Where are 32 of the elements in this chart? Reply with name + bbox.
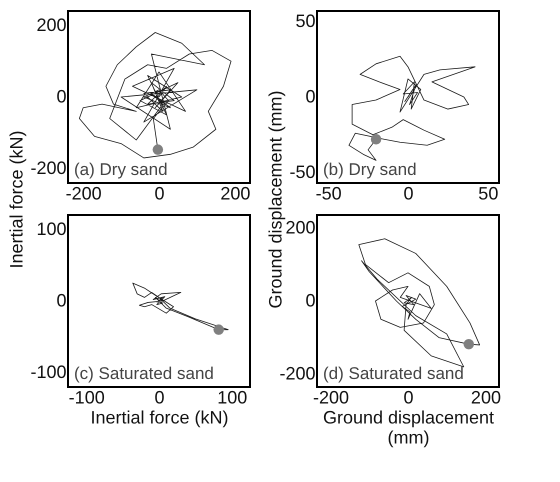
line-series	[358, 238, 480, 368]
x-tick-label: 0	[403, 184, 414, 204]
line-series	[348, 56, 476, 161]
x-tick-label: -100	[68, 388, 105, 408]
y-tick-label: -200	[279, 364, 316, 384]
y-tick-label: 0	[305, 290, 316, 310]
x-tick-label: 200	[470, 388, 501, 408]
x-tick-label: 0	[154, 388, 165, 408]
x-tick-label: 50	[478, 184, 498, 204]
line-series	[78, 32, 232, 158]
x-axis-title: Inertial force (kN)	[90, 408, 229, 428]
y-tick-label: 50	[295, 11, 316, 32]
annotation: (d) Saturated sand	[323, 364, 464, 383]
y-tick-label: 0	[56, 86, 66, 106]
annotation: (a) Dry sand	[74, 160, 168, 179]
y-axis-title: Ground displacement (mm)	[265, 90, 286, 309]
y-tick-label: 100	[36, 218, 66, 239]
x-tick-label: 0	[403, 388, 414, 408]
x-tick-label: 0	[154, 184, 165, 204]
x-axis-title: Ground displacement (mm)	[322, 408, 494, 448]
y-axis-title: Inertial force (kN)	[6, 130, 26, 269]
y-tick-label: 200	[36, 14, 66, 35]
y-tick-label: 200	[285, 217, 316, 238]
annotation: (c) Saturated sand	[74, 364, 214, 383]
y-tick-label: -100	[30, 362, 66, 382]
y-tick-label: -200	[30, 158, 66, 178]
y-tick-label: -50	[289, 162, 316, 182]
x-tick-label: 200	[220, 184, 250, 204]
y-tick-label: 0	[305, 86, 316, 106]
annotation: (b) Dry sand	[323, 160, 417, 179]
y-tick-label: 0	[56, 290, 66, 310]
x-tick-label: 100	[217, 388, 248, 408]
